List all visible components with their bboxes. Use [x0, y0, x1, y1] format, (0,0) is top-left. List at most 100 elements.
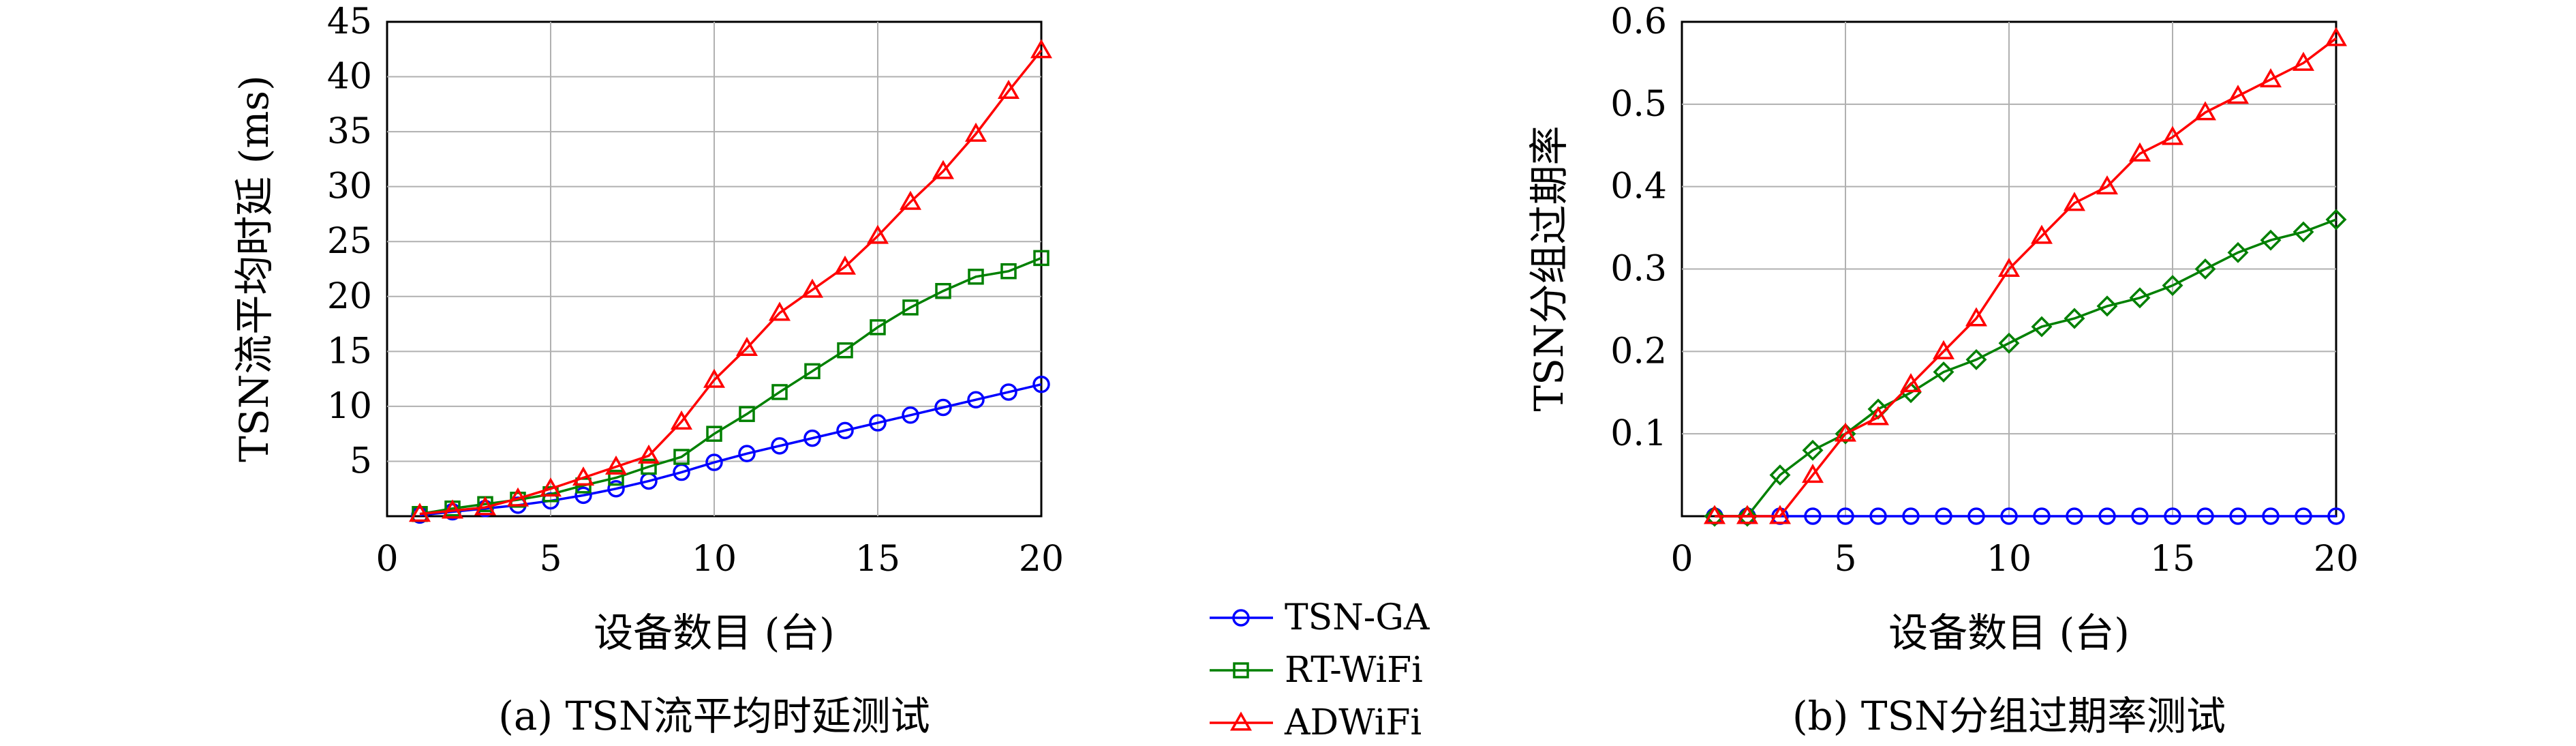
- legend-symbol: [1232, 609, 1250, 627]
- data-point-tsn-ga: [1804, 507, 1822, 525]
- data-point-tsn-ga: [803, 429, 821, 447]
- y-tick-label: 0.3: [1610, 249, 1667, 290]
- data-point-rt-wifi: [1933, 361, 1954, 383]
- data-point-tsn-ga: [902, 406, 919, 424]
- data-point-adwifi: [2063, 192, 2086, 211]
- x-tick-label: 15: [855, 539, 900, 580]
- data-point-adwifi: [964, 122, 987, 142]
- x-tick-label: 10: [692, 539, 737, 580]
- data-point-rt-wifi: [902, 299, 919, 316]
- data-point-adwifi: [1801, 464, 1824, 483]
- x-tick-label: 0: [375, 539, 398, 580]
- data-point-rt-wifi: [1033, 250, 1049, 267]
- plot-b-series: [1703, 27, 2348, 527]
- y-tick-label: 0.5: [1610, 84, 1667, 125]
- data-point-tsn-ga: [705, 453, 723, 471]
- data-point-adwifi: [2030, 224, 2053, 244]
- legend-item-rt-wifi: RT-WiFi: [1210, 650, 1423, 691]
- legend: TSN-GA RT-WiFi ADWiFi: [1210, 597, 1430, 743]
- series-tsn-ga: [1706, 507, 2345, 525]
- data-point-rt-wifi: [771, 384, 788, 400]
- data-point-rt-wifi: [739, 406, 755, 422]
- data-point-rt-wifi: [1000, 263, 1017, 280]
- legend-label-rt-wifi: RT-WiFi: [1285, 650, 1423, 691]
- series-line-adwifi: [419, 49, 1043, 516]
- data-point-rt-wifi: [1704, 505, 1726, 527]
- y-tick-label: 0.4: [1610, 166, 1667, 207]
- data-point-adwifi: [1997, 257, 2021, 277]
- data-point-tsn-ga: [2262, 507, 2280, 525]
- legend-label-adwifi: ADWiFi: [1284, 702, 1422, 743]
- y-tick-label: 25: [327, 221, 372, 262]
- y-tick-label: 30: [327, 166, 372, 207]
- data-point-rt-wifi: [2031, 316, 2053, 338]
- data-point-adwifi: [997, 79, 1020, 99]
- plot-average-delay: 0 5 10 15 20 5 10 15 20 25 30 35 40 45 设备数目 (台) TSN流平…: [231, 1, 1064, 739]
- data-point-tsn-ga: [2098, 507, 2116, 525]
- data-point-rt-wifi: [2064, 308, 2085, 329]
- data-point-adwifi: [1703, 505, 1726, 524]
- data-point-tsn-ga: [1837, 507, 1854, 525]
- data-point-adwifi: [1768, 505, 1792, 524]
- data-point-rt-wifi: [870, 319, 886, 335]
- plot-b-xlabel: 设备数目 (台): [1888, 610, 2130, 656]
- y-tick-label: 35: [327, 111, 372, 152]
- x-tick-label: 10: [1987, 539, 2031, 580]
- data-point-rt-wifi: [1965, 348, 1987, 370]
- series-line-adwifi: [1715, 37, 2337, 518]
- data-point-tsn-ga: [2131, 507, 2149, 525]
- data-point-tsn-ga: [2066, 507, 2083, 525]
- data-point-rt-wifi: [2260, 229, 2282, 251]
- data-point-adwifi: [866, 224, 889, 244]
- data-point-tsn-ga: [1869, 507, 1887, 525]
- data-point-tsn-ga: [1902, 507, 1920, 525]
- x-tick-label: 15: [2150, 539, 2195, 580]
- plot-a-ylabel: TSN流平均时延 (ms): [231, 75, 277, 462]
- plot-b-ylabel: TSN分组过期率: [1526, 125, 1572, 411]
- plot-a-series: [408, 39, 1053, 524]
- data-point-adwifi: [506, 487, 530, 507]
- data-point-adwifi: [2096, 175, 2119, 195]
- plot-a-caption: (a) TSN流平均时延测试: [498, 693, 930, 739]
- data-point-tsn-ga: [2196, 507, 2214, 525]
- y-tick-label: 10: [327, 386, 372, 427]
- data-point-adwifi: [1932, 340, 1955, 359]
- data-point-adwifi: [441, 499, 464, 519]
- data-point-adwifi: [539, 477, 562, 497]
- data-point-adwifi: [1030, 39, 1053, 59]
- plot-a-grid: [387, 22, 1041, 516]
- legend-marker-tsn-ga: [1210, 609, 1273, 627]
- data-point-tsn-ga: [967, 391, 985, 408]
- legend-label-tsn-ga: TSN-GA: [1285, 597, 1430, 638]
- data-point-adwifi: [2128, 142, 2151, 162]
- y-tick-label: 20: [327, 276, 372, 317]
- legend-symbol: [1229, 711, 1253, 731]
- plot-a-ticks: 0 5 10 15 20 5 10 15 20 25 30 35 40 45: [327, 1, 1064, 580]
- data-point-rt-wifi: [1769, 464, 1791, 486]
- data-point-adwifi: [1736, 505, 1759, 524]
- data-point-adwifi: [703, 368, 726, 388]
- series-line-rt-wifi: [1715, 218, 2337, 518]
- y-tick-label: 0.2: [1610, 331, 1667, 372]
- legend-item-adwifi: ADWiFi: [1210, 702, 1422, 743]
- data-point-rt-wifi: [2162, 275, 2183, 297]
- x-tick-label: 20: [1019, 539, 1064, 580]
- data-point-rt-wifi: [935, 282, 951, 299]
- legend-marker-adwifi: [1210, 711, 1273, 731]
- data-point-adwifi: [2194, 101, 2217, 121]
- data-point-rt-wifi: [2293, 221, 2314, 243]
- data-point-tsn-ga: [2327, 507, 2345, 525]
- data-point-tsn-ga: [771, 437, 788, 455]
- data-point-adwifi: [604, 455, 628, 475]
- data-point-adwifi: [637, 444, 660, 464]
- data-point-adwifi: [2226, 85, 2250, 104]
- data-point-adwifi: [1834, 422, 1857, 442]
- data-point-adwifi: [1899, 373, 1922, 393]
- data-point-tsn-ga: [2164, 507, 2181, 525]
- plot-b-ticks: 0 5 10 15 20 0.1 0.2 0.3 0.4 0.5 0.6: [1610, 1, 2359, 580]
- data-point-tsn-ga: [869, 414, 887, 432]
- data-point-adwifi: [735, 336, 758, 356]
- data-point-rt-wifi: [2129, 287, 2151, 309]
- data-point-rt-wifi: [641, 458, 657, 475]
